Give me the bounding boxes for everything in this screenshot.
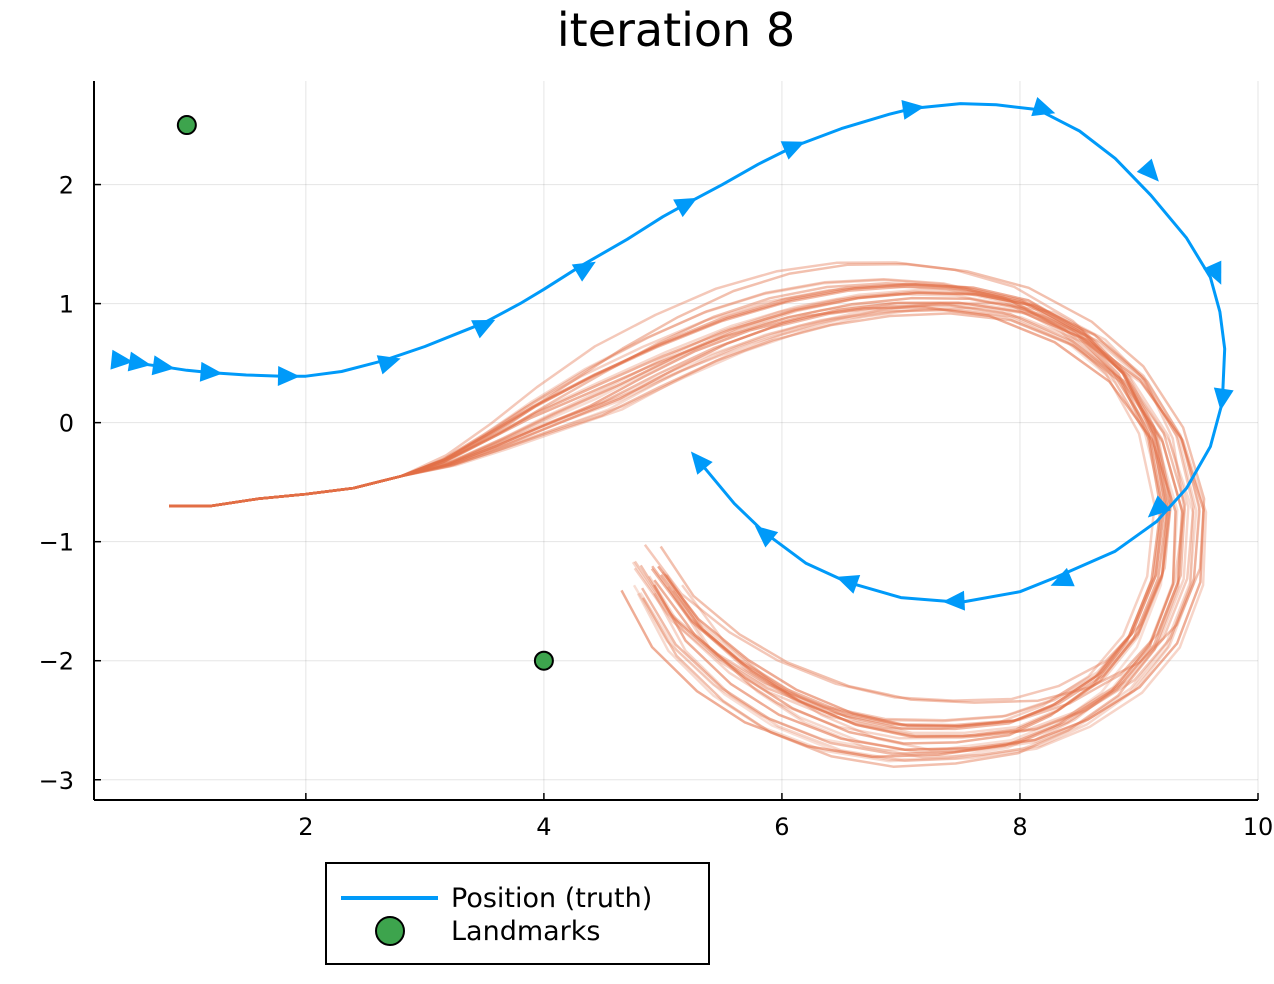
particle-trajectory xyxy=(169,277,1170,722)
truth-series xyxy=(110,97,1234,611)
x-tick-label: 2 xyxy=(298,813,313,841)
landmarks-series xyxy=(176,115,554,671)
x-tick-label: 8 xyxy=(1012,813,1027,841)
truth-arrow-marker xyxy=(110,349,134,370)
y-tick-label: −1 xyxy=(39,529,74,557)
truth-arrow-marker xyxy=(199,361,223,382)
particle-trajectory xyxy=(169,290,1201,737)
y-tick-label: −2 xyxy=(39,648,74,676)
y-tick-label: −3 xyxy=(39,767,74,795)
x-tick-label: 6 xyxy=(774,813,789,841)
truth-arrow-marker xyxy=(780,141,805,160)
y-tick-label: 0 xyxy=(59,410,74,438)
particle-trajectory xyxy=(169,291,1195,739)
axes xyxy=(93,81,1258,801)
truth-arrow-marker xyxy=(376,355,401,375)
particle-trajectory xyxy=(169,283,1167,728)
legend-landmark-swatch xyxy=(375,916,405,946)
truth-arrow-marker xyxy=(1147,495,1171,518)
particle-trajectory xyxy=(169,308,1208,763)
truth-arrow-marker xyxy=(673,197,698,218)
truth-arrow-marker xyxy=(1031,97,1056,117)
chart-title: iteration 8 xyxy=(557,3,795,57)
truth-arrow-marker xyxy=(277,366,300,387)
particle-trajectories xyxy=(169,261,1208,768)
x-tick-label: 4 xyxy=(536,813,551,841)
truth-arrow-marker xyxy=(1203,260,1222,285)
particle-trajectory xyxy=(169,278,1164,723)
truth-arrow-marker xyxy=(901,99,925,120)
landmark-point xyxy=(176,115,197,136)
grid xyxy=(94,81,1259,800)
particle-trajectory xyxy=(169,304,1184,756)
truth-arrow-marker xyxy=(1136,158,1159,182)
legend-truth-label: Position (truth) xyxy=(451,883,652,914)
particle-trajectory xyxy=(169,301,1205,751)
landmark-point xyxy=(533,650,554,671)
truth-arrow-marker xyxy=(690,451,713,475)
truth-arrow-marker xyxy=(1213,387,1234,411)
y-tick-label: 1 xyxy=(59,291,74,319)
x-tick-label: 10 xyxy=(1243,813,1274,841)
truth-arrow-marker xyxy=(471,319,496,339)
legend-landmarks-label: Landmarks xyxy=(451,916,601,947)
particle-trajectory xyxy=(169,284,1156,730)
truth-arrow-marker xyxy=(836,575,861,594)
particle-trajectory xyxy=(169,301,1186,752)
truth-arrow-marker xyxy=(942,590,965,611)
truth-arrow-marker xyxy=(1050,567,1075,587)
truth-arrow-marker xyxy=(151,355,175,376)
truth-arrow-marker xyxy=(754,525,779,548)
truth-arrow-marker xyxy=(571,261,596,282)
legend: Position (truth) Landmarks xyxy=(325,862,710,965)
truth-arrow-marker xyxy=(127,351,152,372)
y-tick-label: 2 xyxy=(59,172,74,200)
legend-box xyxy=(325,862,710,965)
